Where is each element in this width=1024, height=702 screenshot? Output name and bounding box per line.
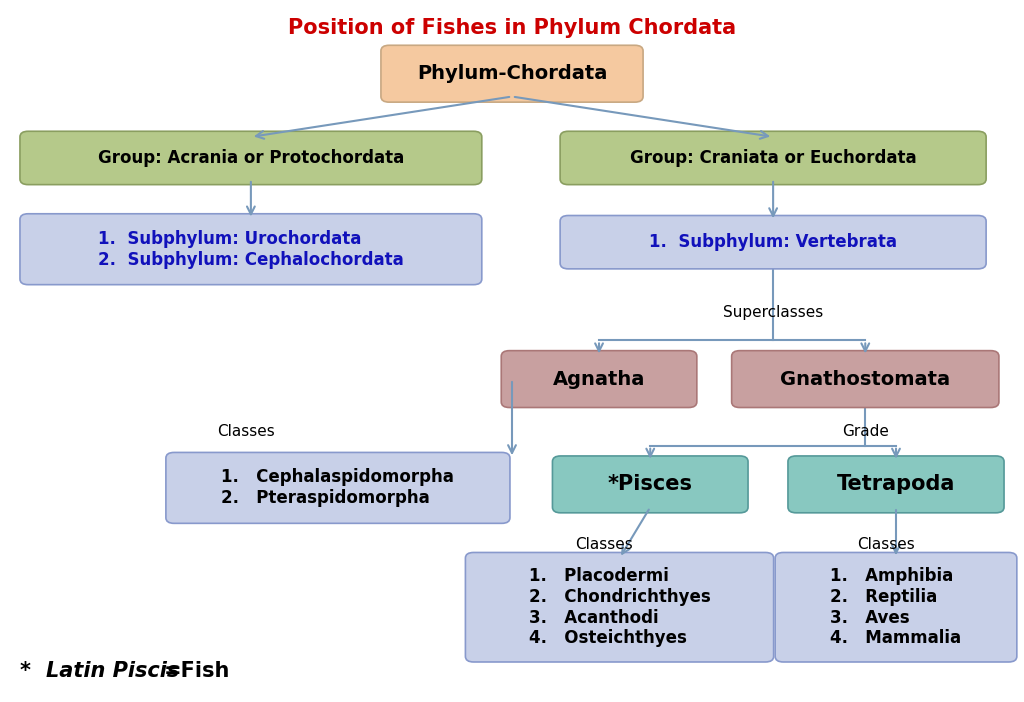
Text: Phylum-Chordata: Phylum-Chordata	[417, 64, 607, 84]
Text: Grade: Grade	[842, 424, 889, 439]
FancyBboxPatch shape	[19, 213, 482, 285]
FancyBboxPatch shape	[560, 216, 986, 269]
FancyBboxPatch shape	[465, 552, 774, 662]
Text: 1.  Subphylum: Urochordata
2.  Subphylum: Cephalochordata: 1. Subphylum: Urochordata 2. Subphylum: …	[98, 230, 403, 269]
Text: Agnatha: Agnatha	[553, 369, 645, 389]
Text: Superclasses: Superclasses	[723, 305, 823, 320]
Text: Classes: Classes	[857, 536, 914, 552]
FancyBboxPatch shape	[788, 456, 1004, 512]
Text: Group: Acrania or Protochordata: Group: Acrania or Protochordata	[97, 149, 404, 167]
Text: Group: Craniata or Euchordata: Group: Craniata or Euchordata	[630, 149, 916, 167]
Text: *Pisces: *Pisces	[607, 475, 693, 494]
Text: 1.   Amphibia
2.   Reptilia
3.   Aves
4.   Mammalia: 1. Amphibia 2. Reptilia 3. Aves 4. Mamma…	[830, 567, 962, 647]
FancyBboxPatch shape	[775, 552, 1017, 662]
FancyBboxPatch shape	[731, 351, 998, 407]
Text: Position of Fishes in Phylum Chordata: Position of Fishes in Phylum Chordata	[288, 18, 736, 37]
Text: 1.   Cephalaspidomorpha
2.   Pteraspidomorpha: 1. Cephalaspidomorpha 2. Pteraspidomorph…	[221, 468, 455, 508]
Text: Tetrapoda: Tetrapoda	[837, 475, 955, 494]
Text: 1.  Subphylum: Vertebrata: 1. Subphylum: Vertebrata	[649, 233, 897, 251]
FancyBboxPatch shape	[19, 131, 482, 185]
FancyBboxPatch shape	[553, 456, 748, 512]
FancyBboxPatch shape	[166, 452, 510, 524]
Text: *: *	[20, 661, 39, 681]
Text: Gnathostomata: Gnathostomata	[780, 369, 950, 389]
Text: =Fish: =Fish	[164, 661, 230, 681]
FancyBboxPatch shape	[501, 351, 696, 407]
FancyBboxPatch shape	[381, 45, 643, 102]
FancyBboxPatch shape	[560, 131, 986, 185]
Text: 1.   Placodermi
2.   Chondrichthyes
3.   Acanthodi
4.   Osteichthyes: 1. Placodermi 2. Chondrichthyes 3. Acant…	[528, 567, 711, 647]
Text: Classes: Classes	[217, 424, 274, 439]
Text: Classes: Classes	[575, 536, 633, 552]
Text: Latin Piscis: Latin Piscis	[46, 661, 179, 681]
